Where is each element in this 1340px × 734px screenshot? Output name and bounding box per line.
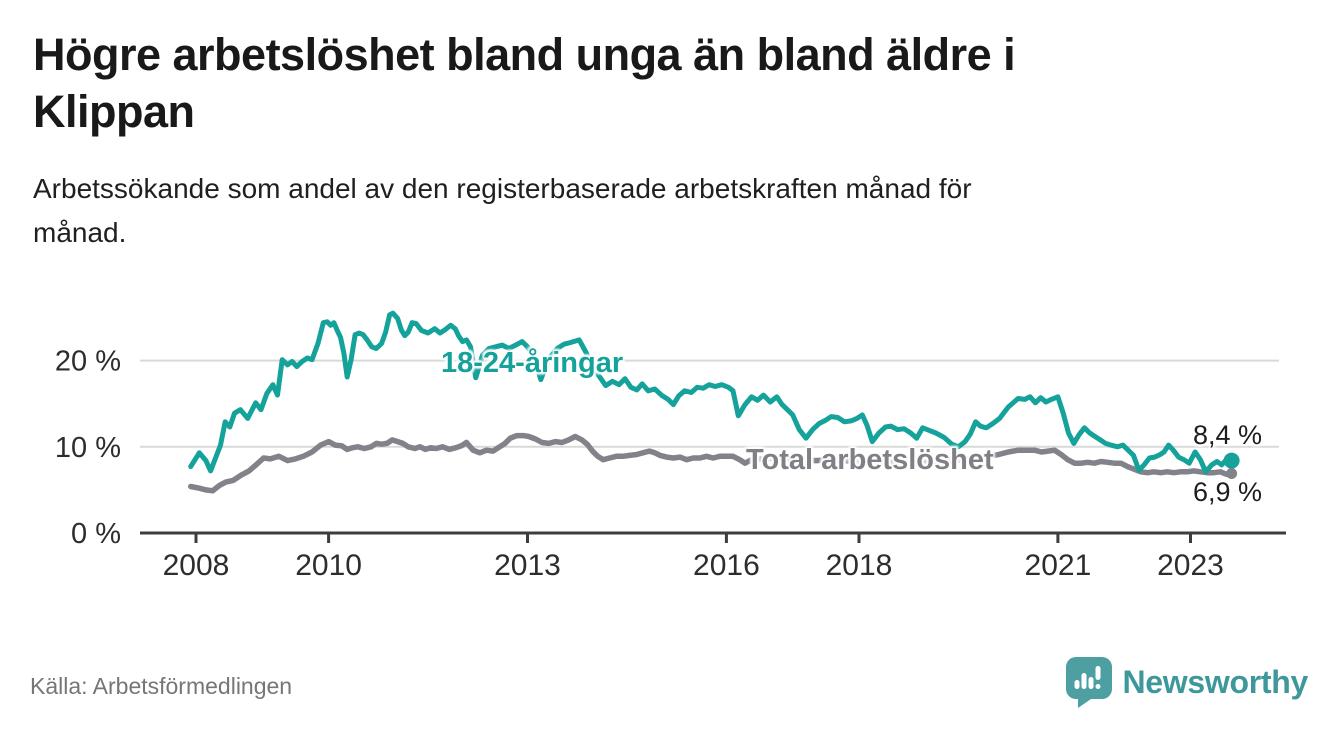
series-line-total bbox=[187, 432, 1235, 494]
series-line-youth bbox=[188, 310, 1235, 475]
title-line-1: Högre arbetslöshet bland unga än bland ä… bbox=[33, 29, 1016, 80]
x-tick-label: 2023 bbox=[1157, 549, 1224, 582]
y-tick-label: 10 % bbox=[55, 432, 121, 464]
x-tick-label: 2018 bbox=[826, 549, 893, 582]
subtitle-line-1: Arbetssökande som andel av den registerb… bbox=[33, 173, 972, 204]
subtitle-line-2: månad. bbox=[33, 217, 127, 248]
x-tick-label: 2021 bbox=[1025, 549, 1092, 582]
series-end-dot-total bbox=[1226, 468, 1238, 480]
newsworthy-wordmark: Newsworthy bbox=[1122, 663, 1309, 700]
chart-subtitle: Arbetssökande som andel av den registerb… bbox=[33, 167, 972, 255]
newsworthy-bubble-icon bbox=[1065, 657, 1112, 708]
y-tick-label: 20 % bbox=[55, 346, 121, 378]
end-value-label-youth: 8,4 % bbox=[1192, 420, 1262, 450]
newsworthy-logo: Newsworthy bbox=[1065, 656, 1309, 708]
x-tick-label: 2016 bbox=[693, 549, 760, 582]
series-label-youth: 18-24-åringar bbox=[441, 347, 624, 379]
series-end-dot-youth bbox=[1223, 452, 1240, 469]
source-attribution: Källa: Arbetsförmedlingen bbox=[30, 673, 293, 699]
page-title: Högre arbetslöshet bland unga än bland ä… bbox=[33, 26, 1016, 140]
x-tick-label: 2008 bbox=[163, 549, 230, 582]
y-tick-label: 0 % bbox=[71, 518, 121, 550]
x-tick-label: 2010 bbox=[295, 549, 362, 582]
title-line-2: Klippan bbox=[33, 86, 195, 137]
x-tick-label: 2013 bbox=[494, 549, 561, 582]
series-label-total: Total arbetslöshet bbox=[746, 444, 994, 476]
end-value-label-total: 6,9 % bbox=[1192, 477, 1262, 507]
